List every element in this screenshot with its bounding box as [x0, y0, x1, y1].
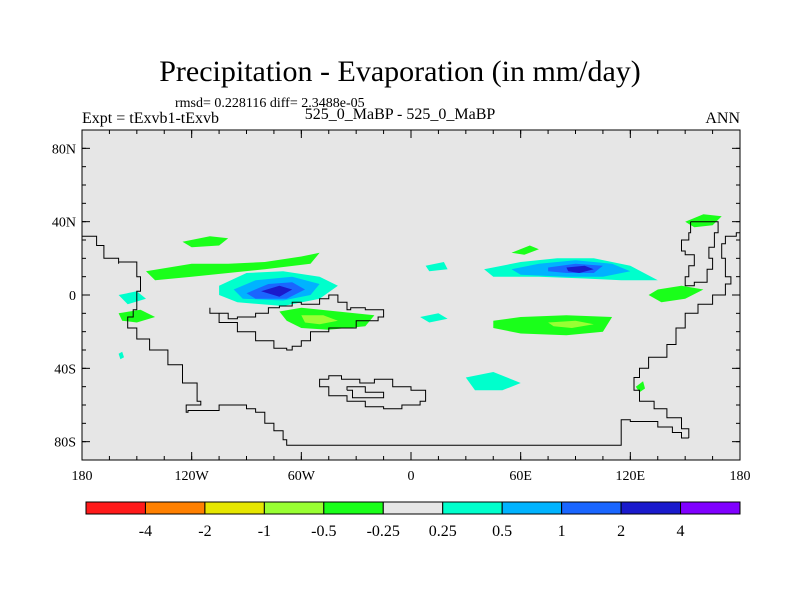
coastline-south-islands — [319, 375, 427, 410]
colorbar-label: -1 — [258, 523, 271, 540]
chart-title: Precipitation - Evaporation (in mm/day) — [159, 55, 641, 88]
colorbar-label: -0.5 — [311, 523, 336, 540]
coastline-asia-east — [681, 221, 719, 287]
x-tick-label: 120W — [175, 469, 210, 484]
colorbar-swatch — [501, 501, 563, 515]
y-tick-label: 0 — [69, 289, 76, 304]
anomaly-central-america-lime — [301, 315, 338, 325]
colorbar-swatch — [85, 501, 146, 515]
anomaly-west-asia-arc — [420, 313, 448, 323]
colorbar-label: -2 — [198, 523, 211, 540]
x-tick-label: 120E — [616, 469, 646, 484]
colorbar-label: -0.25 — [367, 523, 400, 540]
colorbar-swatch — [323, 501, 384, 515]
colorbar-swatch — [144, 501, 206, 515]
colorbar-label: 1 — [558, 523, 566, 540]
anomaly-north-pacific-green — [685, 214, 722, 228]
colorbar-label: -4 — [139, 523, 152, 540]
colorbar-swatch — [442, 501, 503, 515]
colorbar-swatch — [382, 501, 444, 515]
colorbar-swatch — [561, 501, 622, 515]
x-tick-label: 60E — [509, 469, 532, 484]
x-tick-label: 0 — [408, 469, 415, 484]
colorbar-swatch — [620, 501, 682, 515]
anomaly-mid-atlantic-cyan — [425, 262, 448, 272]
y-tick-label: 40S — [54, 362, 76, 377]
anomaly-tropical-pacific-north — [146, 252, 320, 281]
coastline-west-continent — [81, 232, 689, 446]
season-label: ANN — [705, 110, 740, 127]
case-label: 525_0_MaBP - 525_0_MaBP — [304, 106, 496, 123]
colorbar-label: 4 — [677, 523, 685, 540]
y-tick-label: 40N — [52, 216, 76, 231]
coastline-inner-island — [346, 386, 385, 399]
colorbar-label: 0.25 — [429, 523, 457, 540]
plot-background — [82, 130, 740, 460]
colorbar-swatch — [680, 501, 741, 515]
anomaly-arabian-sea-green — [511, 245, 539, 255]
anomaly-east-pacific-green — [648, 285, 704, 303]
colorbar-swatch — [263, 501, 325, 515]
anomaly-north-atlantic-cyan — [118, 351, 124, 360]
colorbar-label: 0.5 — [492, 523, 512, 540]
colorbar-swatch — [204, 501, 265, 515]
anomaly-south-indian-lime — [548, 320, 594, 328]
colorbar-label: 2 — [617, 523, 625, 540]
anomaly-south-atlantic-cyan — [118, 291, 146, 305]
x-tick-label: 180 — [730, 469, 751, 484]
y-tick-label: 80S — [54, 436, 76, 451]
x-tick-label: 180 — [72, 469, 93, 484]
anomaly-north-pacific-blob — [182, 236, 229, 248]
stats-line: rmsd= 0.228116 diff= 2.3488e-05 — [175, 96, 365, 111]
x-tick-label: 60W — [288, 469, 316, 484]
coastline-gondwana-south — [633, 232, 740, 438]
anomaly-south-subtropic-green — [635, 381, 645, 393]
experiment-label: Expt = tExvb1-tExvb — [82, 110, 220, 127]
anomaly-pacific-positive-peak — [261, 285, 293, 297]
anomaly-southern-ocean-cyan — [465, 372, 521, 391]
anomaly-indian-ocean-peak — [566, 265, 594, 273]
y-tick-label: 80N — [52, 142, 76, 157]
coastline-central-continent — [209, 294, 385, 351]
